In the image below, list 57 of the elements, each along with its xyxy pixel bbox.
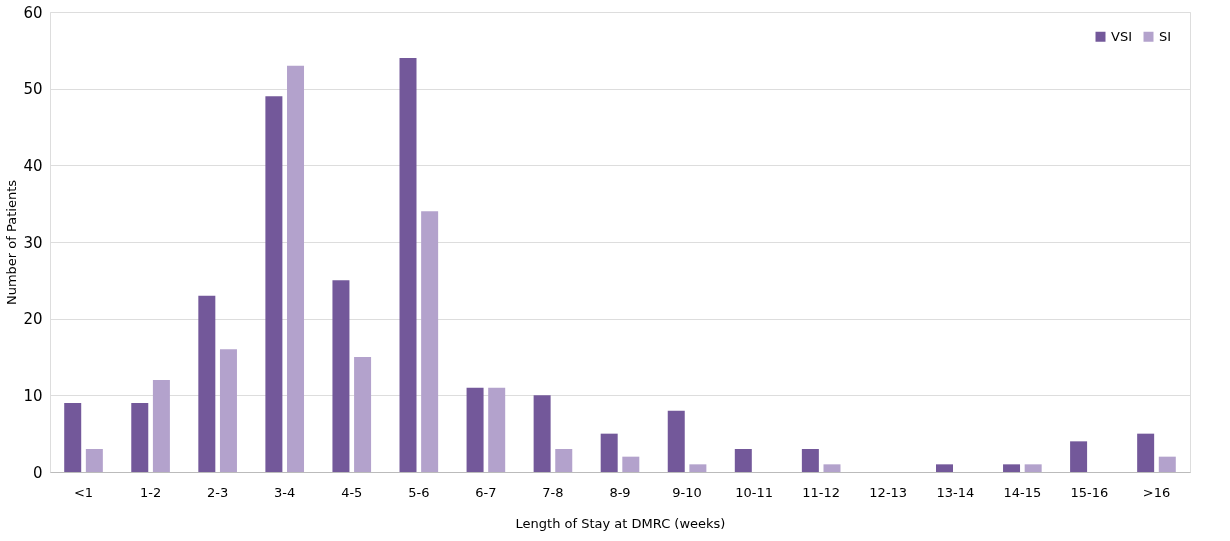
bar <box>466 387 484 472</box>
x-tick-label: 7-8 <box>542 484 564 500</box>
bar <box>198 295 216 472</box>
bar <box>131 403 149 472</box>
bar <box>488 387 506 472</box>
y-tick-label: 40 <box>23 156 43 175</box>
bar <box>354 357 372 472</box>
bar <box>801 449 819 472</box>
bar <box>1003 464 1021 472</box>
bar <box>287 65 305 472</box>
x-tick-label: >16 <box>1142 484 1171 500</box>
y-tick-label: 50 <box>23 80 43 99</box>
y-tick-label: 0 <box>32 463 43 482</box>
x-tick-label: 2-3 <box>207 484 229 500</box>
x-tick-label: 4-5 <box>341 484 363 500</box>
y-axis-title: Number of Patients <box>4 179 20 306</box>
x-tick-label: 11-12 <box>802 484 841 500</box>
bar <box>935 464 953 472</box>
x-tick-label: 3-4 <box>274 484 296 500</box>
bar <box>823 464 841 472</box>
bar <box>555 449 573 472</box>
bar <box>734 449 752 472</box>
x-tick-label: 12-13 <box>869 484 908 500</box>
x-tick-label: 14-15 <box>1003 484 1042 500</box>
y-tick-label: 30 <box>23 233 43 252</box>
legend-label: VSI <box>1111 28 1132 44</box>
bar <box>533 395 551 472</box>
bar <box>85 449 103 472</box>
bar <box>622 456 640 472</box>
bar <box>399 58 417 472</box>
bar <box>1158 456 1176 472</box>
x-axis-title: Length of Stay at DMRC (weeks) <box>515 515 726 531</box>
x-tick-label: <1 <box>73 484 94 500</box>
bar <box>219 349 237 472</box>
x-tick-label: 13-14 <box>936 484 975 500</box>
x-tick-label: 6-7 <box>475 484 497 500</box>
x-tick-label: 9-10 <box>672 484 702 500</box>
bar <box>1024 464 1042 472</box>
x-tick-label: 5-6 <box>408 484 430 500</box>
bar <box>1137 433 1155 472</box>
x-tick-label: 1-2 <box>139 484 162 500</box>
bar <box>152 380 170 472</box>
x-tick-label: 10-11 <box>735 484 774 500</box>
bar <box>1070 441 1088 472</box>
bar <box>421 211 439 472</box>
legend-label: SI <box>1159 28 1172 44</box>
bar <box>600 433 618 472</box>
y-tick-label: 20 <box>23 310 43 329</box>
y-tick-label: 10 <box>23 386 43 405</box>
x-tick-label: 8-9 <box>609 484 631 500</box>
bar <box>667 410 685 472</box>
y-tick-label: 60 <box>23 3 43 22</box>
bar <box>265 96 283 472</box>
x-tick-label: 15-16 <box>1070 484 1109 500</box>
bar <box>689 464 707 472</box>
bar <box>64 403 82 472</box>
bar <box>332 280 350 472</box>
